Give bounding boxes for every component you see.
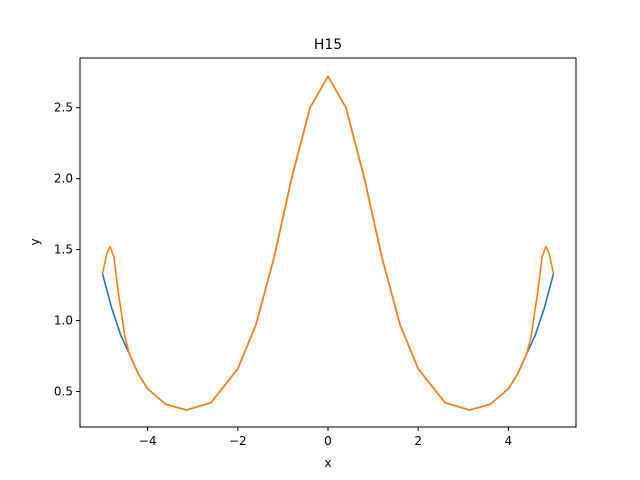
y-axis-label: y [28,238,42,245]
plot-frame [79,57,577,428]
y-tick-label: 1.0 [54,314,73,328]
y-tick-label: 1.5 [54,243,73,257]
x-tick-label: 0 [324,434,332,448]
x-tick-label: 2 [414,434,422,448]
plot-lines [101,75,555,411]
y-tick-label: 2.0 [54,172,73,186]
y-tick-label: 2.5 [54,101,73,115]
x-tick-label: −2 [229,434,247,448]
y-tick-label: 0.5 [54,385,73,399]
y-axis-ticks: 0.5 1.0 1.5 2.0 2.5 [54,101,80,399]
x-axis-label: x [324,456,331,470]
series-line-1 [101,75,555,411]
x-tick-label: −4 [139,434,157,448]
x-tick-label: 4 [505,434,513,448]
x-axis-ticks: −4 −2 0 2 4 [139,427,512,448]
chart-title: H15 [314,37,342,53]
series-line-2 [101,75,555,411]
